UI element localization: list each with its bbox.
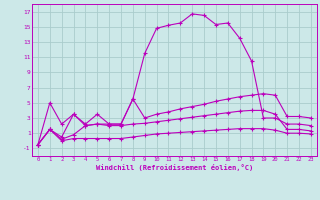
X-axis label: Windchill (Refroidissement éolien,°C): Windchill (Refroidissement éolien,°C) xyxy=(96,164,253,171)
